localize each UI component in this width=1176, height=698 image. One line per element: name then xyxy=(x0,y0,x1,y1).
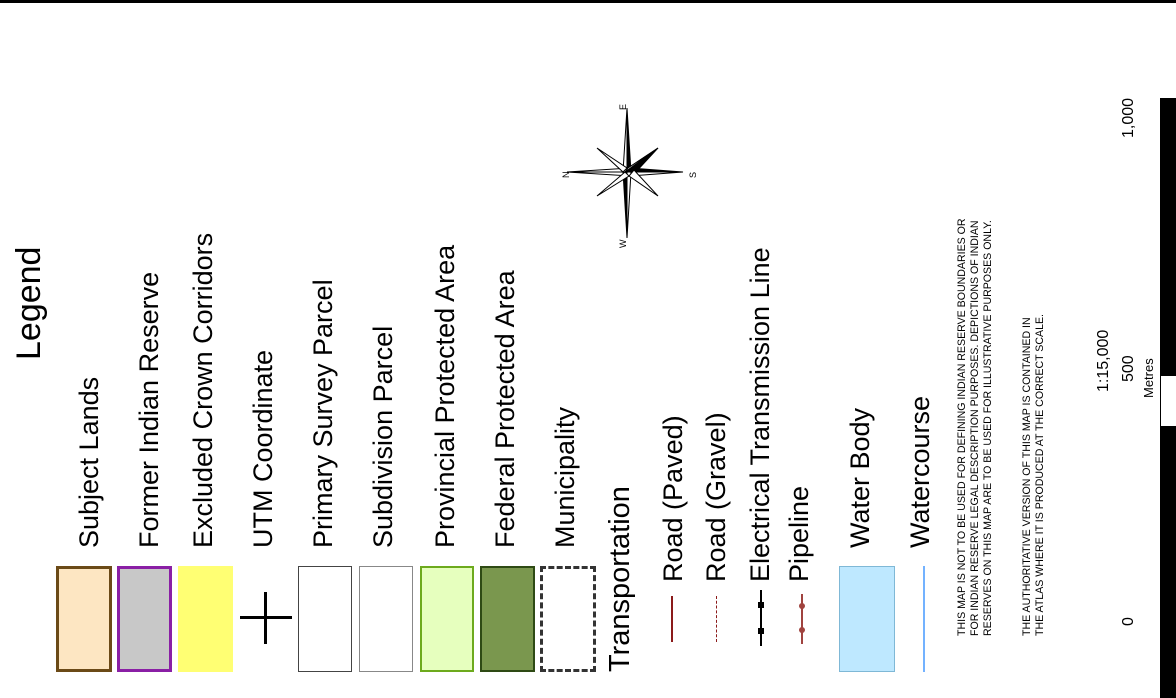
legend-title: Legend xyxy=(10,246,48,360)
disclaimer-notice: THIS MAP IS NOT TO BE USED FOR DEFINING … xyxy=(956,218,995,636)
compass-label-s: S xyxy=(688,171,698,178)
scale-tick-label-1000: 1,000 xyxy=(1120,97,1137,138)
legend-symbol-road-gravel xyxy=(716,596,717,642)
legend-symbol-transmission-line xyxy=(757,590,765,646)
scale-ratio: 1:15,000 xyxy=(1095,329,1112,392)
authoritative-line-2: THE ATLAS WHERE IT IS PRODUCED AT THE CO… xyxy=(1034,314,1046,636)
legend-swatch-excluded-crown-corridors xyxy=(178,566,233,672)
legend-symbol-watercourse xyxy=(923,566,925,672)
legend-label-pipeline: Pipeline xyxy=(784,485,814,582)
disclaimer-line-1: THIS MAP IS NOT TO BE USED FOR DEFINING … xyxy=(956,218,968,636)
legend-symbol-pipeline xyxy=(798,594,806,644)
legend-swatch-municipality xyxy=(540,566,596,672)
compass-label-n: N xyxy=(561,171,571,179)
legend-swatch-former-indian-reserve xyxy=(117,566,172,672)
legend-swatch-primary-survey-parcel xyxy=(298,566,352,672)
legend-label-subject-lands: Subject Lands xyxy=(74,376,104,548)
legend-label-primary-survey-parcel: Primary Survey Parcel xyxy=(308,279,338,548)
legend-label-watercourse: Watercourse xyxy=(905,395,935,548)
disclaimer-line-2: FOR INDIAN RESERVE LEGAL DESCRIPTION PUR… xyxy=(969,220,981,636)
authoritative-version-notice: THE AUTHORITATIVE VERSION OF THIS MAP IS… xyxy=(1021,314,1047,636)
legend-swatch-provincial-protected-area xyxy=(420,566,474,672)
legend-swatch-federal-protected-area xyxy=(480,566,535,672)
legend-label-provincial-protected-area: Provincial Protected Area xyxy=(430,244,460,548)
legend-swatch-subdivision-parcel xyxy=(359,566,413,672)
scale-tick-label-0: 0 xyxy=(1120,617,1137,626)
compass-label-w: W xyxy=(618,239,628,249)
legend-label-municipality: Municipality xyxy=(550,406,580,548)
map-frame-top-border xyxy=(0,0,1176,3)
legend-label-former-indian-reserve: Former Indian Reserve xyxy=(134,271,164,548)
legend-label-road-gravel: Road (Gravel) xyxy=(701,412,731,582)
legend-label-water-body: Water Body xyxy=(845,407,875,548)
legend-swatch-water-body xyxy=(839,566,895,672)
legend-label-electrical-transmission-line: Electrical Transmission Line xyxy=(745,247,775,582)
legend-label-excluded-crown-corridors: Excluded Crown Corridors xyxy=(188,232,218,548)
legend-label-utm-coordinate: UTM Coordinate xyxy=(248,349,278,548)
utm-coordinate-plus-icon xyxy=(240,592,292,644)
authoritative-line-1: THE AUTHORITATIVE VERSION OF THIS MAP IS… xyxy=(1021,317,1033,636)
scale-bar xyxy=(1160,98,1176,698)
compass-label-e: E xyxy=(618,103,628,110)
legend-symbol-road-paved xyxy=(671,596,673,642)
scale-tick-label-500: 500 xyxy=(1120,355,1137,382)
scale-unit-label: Metres xyxy=(1141,358,1156,398)
legend-swatch-subject-lands xyxy=(56,566,112,672)
legend-label-subdivision-parcel: Subdivision Parcel xyxy=(368,325,398,548)
disclaimer-line-3: RESERVES ON THIS MAP ARE TO BE USED FOR … xyxy=(982,220,994,636)
north-arrow-compass xyxy=(566,107,684,239)
legend-label-federal-protected-area: Federal Protected Area xyxy=(490,270,520,548)
legend-heading-transportation: Transportation xyxy=(604,486,636,672)
legend-label-road-paved: Road (Paved) xyxy=(658,415,688,582)
